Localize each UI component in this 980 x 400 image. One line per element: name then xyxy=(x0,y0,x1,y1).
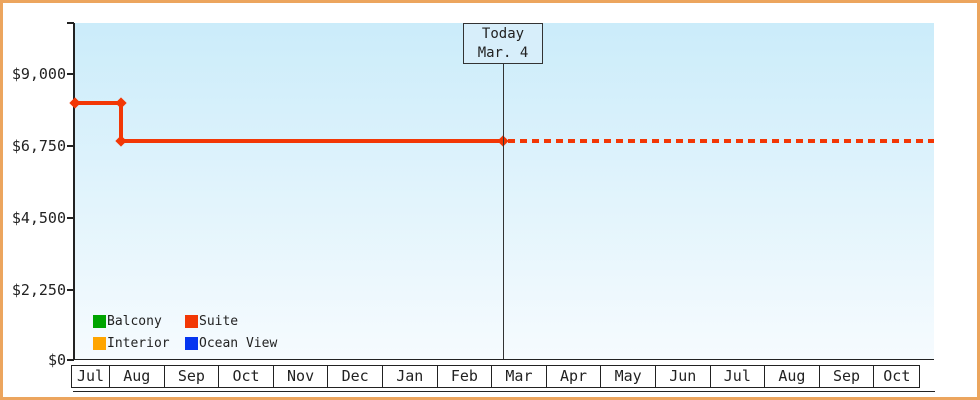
y-tick-label: $9,000 xyxy=(11,65,66,83)
y-tick-label: $6,750 xyxy=(11,137,66,155)
x-axis-baseline xyxy=(73,391,935,392)
legend-color-swatch xyxy=(93,337,106,350)
projected-price-line xyxy=(508,139,934,144)
y-axis xyxy=(73,23,75,360)
y-tick-mark xyxy=(67,217,74,219)
legend-label: Suite xyxy=(199,314,239,329)
y-tick-mark xyxy=(67,73,74,75)
x-month-cell: Nov xyxy=(272,365,329,388)
price-line-segment xyxy=(75,100,122,105)
x-month-cell: Sep xyxy=(163,365,220,388)
plot-area xyxy=(75,23,934,360)
x-month-cell: Jun xyxy=(654,365,711,388)
x-month-cell: Aug xyxy=(109,365,165,388)
x-month-cell: Aug xyxy=(764,365,820,388)
x-month-cell: Dec xyxy=(327,365,383,388)
x-month-cell: Mar xyxy=(491,365,547,388)
legend: Balcony Suite Interior Ocean View xyxy=(93,314,277,351)
x-month-cell: Apr xyxy=(545,365,602,388)
legend-item: Interior xyxy=(93,336,185,351)
legend-item: Suite xyxy=(185,314,277,329)
x-month-cell: Feb xyxy=(436,365,493,388)
today-date: Mar. 4 xyxy=(477,45,529,61)
x-month-cell: Jul xyxy=(709,365,766,388)
y-tick-mark xyxy=(67,289,74,291)
price-line-segment xyxy=(119,102,124,142)
x-axis-month-row: Jul Aug Sep Oct Nov Dec Jan Feb Mar Apr May Jun Jul A… xyxy=(71,365,921,388)
legend-item: Ocean View xyxy=(185,336,277,351)
legend-label: Interior xyxy=(107,336,170,351)
y-axis-end-tick xyxy=(67,22,74,24)
legend-label: Balcony xyxy=(107,314,162,329)
x-month-cell: Oct xyxy=(873,365,921,388)
x-month-cell: Sep xyxy=(818,365,875,388)
y-tick-mark xyxy=(67,359,74,361)
y-tick-label: $0 xyxy=(47,351,66,369)
x-month-cell: Jul xyxy=(71,365,110,388)
today-label: Today xyxy=(481,26,525,42)
x-month-cell: Jan xyxy=(381,365,438,388)
x-month-cell: Oct xyxy=(218,365,274,388)
legend-label: Ocean View xyxy=(199,336,278,351)
y-tick-label: $4,500 xyxy=(11,209,66,227)
legend-color-swatch xyxy=(185,315,198,328)
today-annotation-box: Today Mar. 4 xyxy=(463,23,543,64)
today-line xyxy=(503,64,504,359)
legend-color-swatch xyxy=(93,315,106,328)
legend-item: Balcony xyxy=(93,314,185,329)
y-tick-mark xyxy=(67,145,74,147)
price-line-segment xyxy=(121,139,504,144)
legend-color-swatch xyxy=(185,337,198,350)
y-tick-label: $2,250 xyxy=(11,281,66,299)
x-month-cell: May xyxy=(600,365,656,388)
